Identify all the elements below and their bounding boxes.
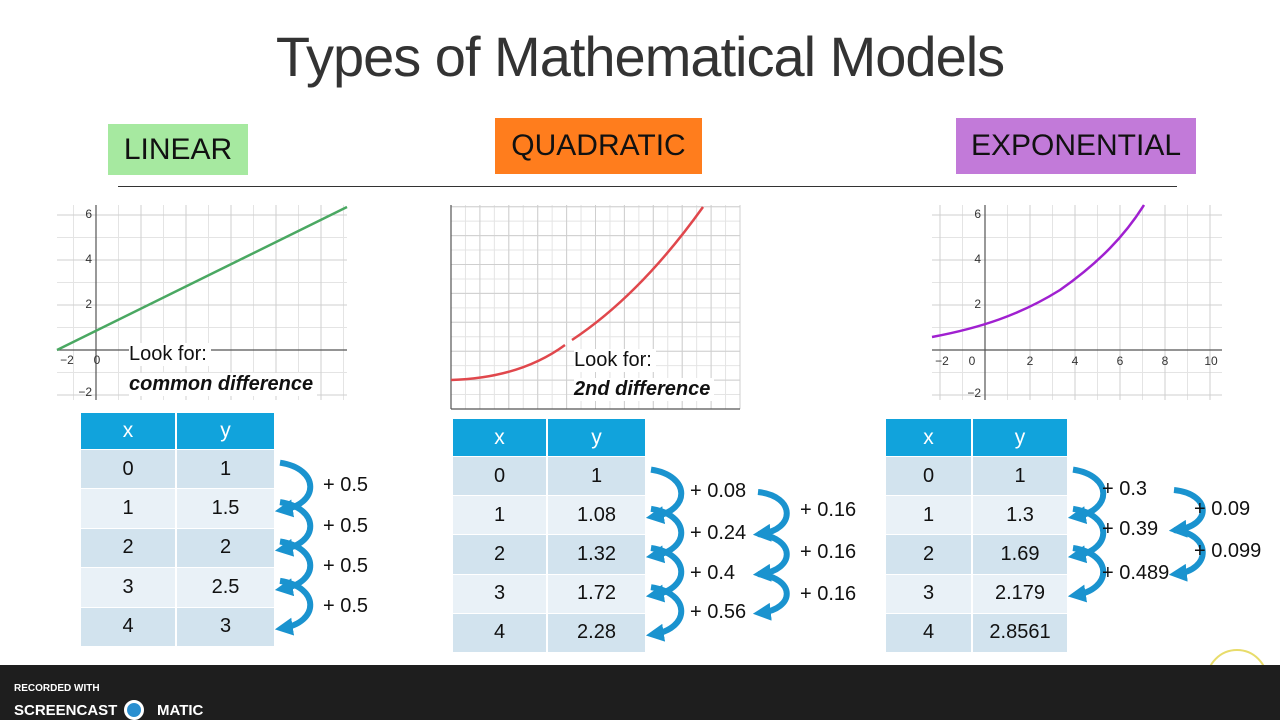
table-cell: 4: [81, 606, 175, 646]
difference: + 0.56: [690, 601, 747, 623]
table-cell: 2: [886, 534, 971, 574]
linear-curve: [56, 205, 348, 352]
y-tick-label: 4: [974, 252, 981, 266]
x-tick-label: 8: [1161, 354, 1169, 368]
table-cell: 1: [971, 456, 1067, 496]
x-tick-label: −2: [935, 354, 949, 368]
difference: + 0.489: [1102, 562, 1170, 584]
second-difference: + 0.16: [800, 499, 857, 521]
second-difference-arrow: [1168, 527, 1206, 582]
y-tick-label: 2: [85, 297, 92, 311]
x-tick-label: 0: [968, 354, 976, 368]
second-difference-arrow: [752, 489, 790, 542]
y-tick-label: −2: [78, 385, 92, 399]
table-cell: 3: [886, 573, 971, 613]
difference-arrow: [645, 584, 685, 642]
difference: + 0.5: [323, 474, 369, 496]
table-cell: 0: [81, 449, 175, 489]
difference: + 0.3: [1102, 478, 1148, 500]
recorded-with: RECORDED WITH: [14, 683, 100, 694]
difference: + 0.5: [323, 555, 369, 577]
x-tick-label: 6: [1116, 354, 1124, 368]
model-label: EXPONENTIAL: [956, 118, 1196, 174]
difference: + 0.08: [690, 480, 747, 502]
table-cell: 2.28: [546, 612, 645, 652]
slide-title: Types of Mathematical Models: [275, 25, 1005, 88]
table-cell: 0: [453, 456, 546, 496]
difference: + 0.4: [690, 562, 736, 584]
table-cell: 1: [81, 488, 175, 528]
second-difference: + 0.16: [800, 541, 857, 563]
table-header: x: [886, 419, 971, 456]
second-difference-arrow: [1168, 487, 1206, 538]
difference-arrow: [1067, 545, 1107, 603]
table-header: y: [175, 413, 274, 449]
difference: + 0.24: [690, 522, 747, 544]
exponential-curve: [931, 204, 1146, 339]
table-cell: 1: [886, 495, 971, 535]
table-cell: 1.32: [546, 534, 645, 574]
hint: 2nd difference: [574, 378, 715, 401]
table-cell: 2.8561: [971, 612, 1067, 652]
table-header: x: [453, 419, 546, 456]
difference: + 0.39: [1102, 518, 1159, 540]
brand-left: SCREENCAST: [14, 702, 118, 719]
table-header: x: [81, 413, 175, 449]
table-cell: 1: [453, 495, 546, 535]
table-cell: 2: [81, 527, 175, 568]
brand-logo: [124, 700, 144, 720]
table-cell: 3: [81, 567, 175, 607]
table-header: y: [546, 419, 645, 456]
second-difference: + 0.16: [800, 583, 857, 605]
table-cell: 1.72: [546, 573, 645, 613]
look-for: Look for:: [574, 349, 656, 372]
table-cell: 4: [453, 612, 546, 652]
x-tick-label: 10: [1204, 354, 1218, 368]
second-difference-arrow: [752, 571, 790, 621]
table-cell: 4: [886, 612, 971, 652]
table-cell: 2: [175, 527, 274, 568]
x-tick-label: 4: [1071, 354, 1079, 368]
table-cell: 1.08: [546, 495, 645, 535]
second-difference-arrow: [752, 531, 790, 582]
y-tick-label: 6: [974, 207, 981, 221]
x-tick-label: 2: [1026, 354, 1034, 368]
look-for: Look for:: [129, 343, 211, 366]
table-cell: 3: [453, 573, 546, 613]
table-cell: 1.3: [971, 495, 1067, 535]
y-tick-label: 6: [85, 207, 92, 221]
table-cell: 1: [175, 449, 274, 489]
y-tick-label: 4: [85, 252, 92, 266]
model-label: QUADRATIC: [495, 118, 702, 174]
table-cell: 1: [546, 456, 645, 496]
hint: common difference: [129, 373, 318, 396]
second-difference: + 0.09: [1194, 498, 1251, 520]
divider: [118, 186, 1177, 187]
second-difference: + 0.099: [1194, 540, 1262, 562]
difference: + 0.5: [323, 595, 369, 617]
table-cell: 2.5: [175, 567, 274, 607]
table-cell: 2: [453, 534, 546, 574]
x-tick-label: 0: [93, 353, 101, 367]
table-cell: 0: [886, 456, 971, 496]
difference-arrow: [274, 577, 314, 636]
table-cell: 2.179: [971, 573, 1067, 613]
y-tick-label: 2: [974, 297, 981, 311]
model-label: LINEAR: [108, 124, 248, 175]
recorder-bar: RECORDED WITH SCREENCAST MATIC: [0, 665, 1280, 720]
brand-right: MATIC: [157, 702, 204, 719]
table-cell: 3: [175, 606, 274, 646]
x-tick-label: −2: [60, 353, 74, 367]
quadratic-curve: [450, 206, 705, 382]
table-header: y: [971, 419, 1067, 456]
difference: + 0.5: [323, 515, 369, 537]
y-tick-label: −2: [967, 386, 981, 400]
table-cell: 1.5: [175, 488, 274, 528]
table-cell: 1.69: [971, 534, 1067, 574]
